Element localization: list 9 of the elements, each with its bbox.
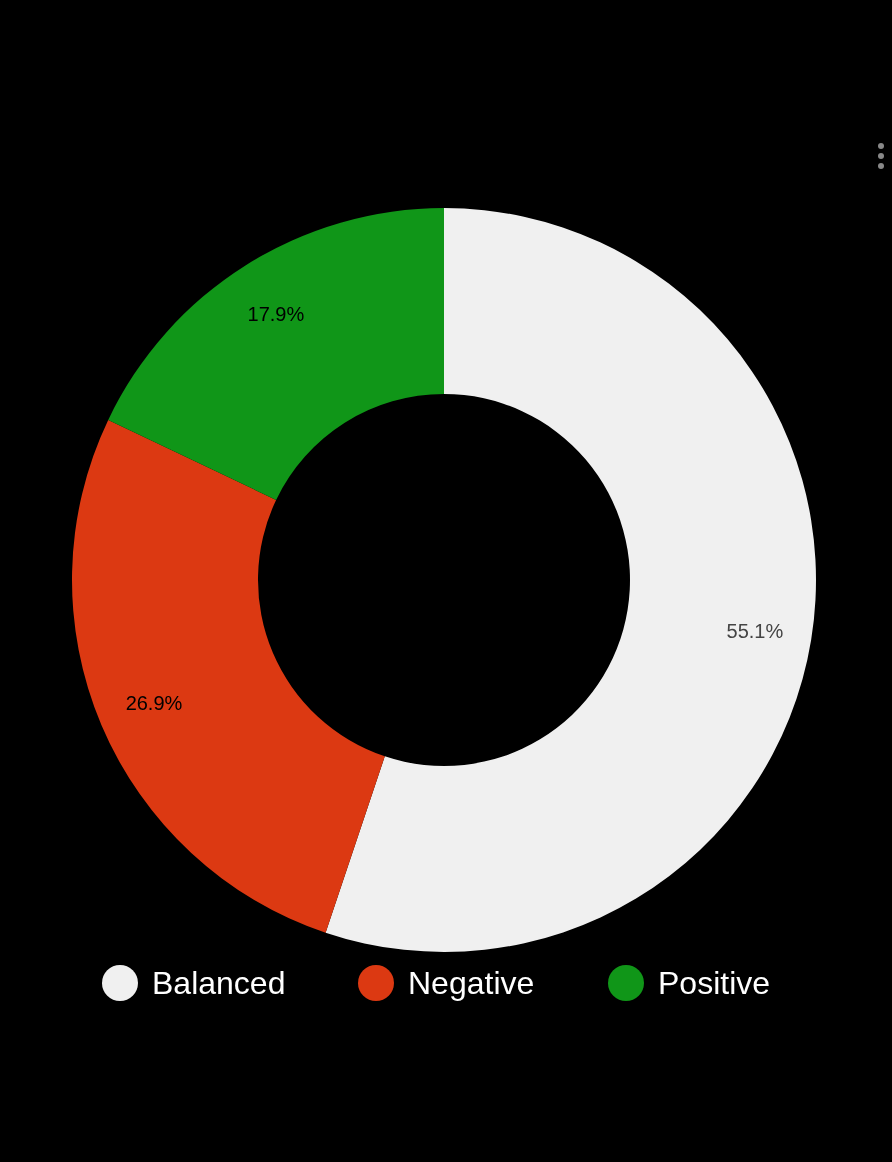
donut-slice — [108, 208, 444, 500]
donut-slice — [325, 208, 816, 952]
data-label: 55.1% — [726, 619, 784, 642]
legend-label: Balanced — [152, 965, 286, 1001]
data-label: 17.9% — [247, 302, 305, 325]
donut-slice — [72, 419, 385, 933]
legend-label: Negative — [408, 965, 535, 1001]
legend-label: Positive — [658, 965, 771, 1001]
data-label: 26.9% — [125, 691, 183, 714]
